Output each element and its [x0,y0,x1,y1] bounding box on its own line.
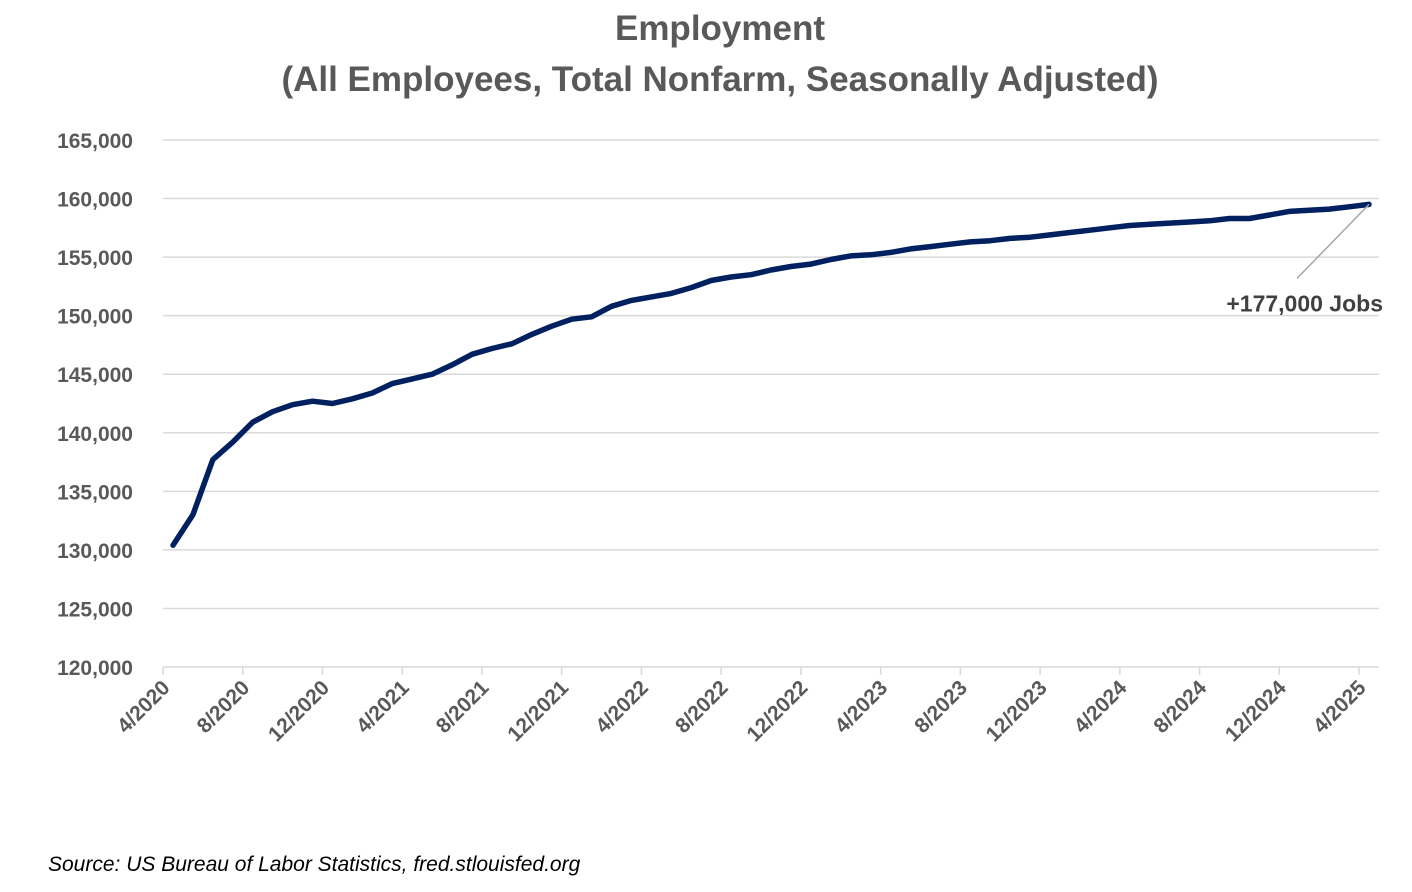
x-tick-label: 8/2022 [671,676,733,738]
x-tick-label: 12/2024 [1221,676,1291,746]
y-tick-label: 155,000 [57,247,133,270]
x-tick-label: 8/2021 [432,676,494,738]
chart-subtitle: (All Employees, Total Nonfarm, Seasonall… [281,60,1159,99]
y-tick-label: 125,000 [57,598,133,621]
y-tick-label: 120,000 [57,657,133,680]
chart-title: Employment [614,9,826,48]
source-note: Source: US Bureau of Labor Statistics, f… [48,853,581,876]
x-tick-label: 4/2024 [1070,676,1132,738]
y-tick-label: 150,000 [57,306,133,329]
x-tick-label: 12/2020 [264,676,334,746]
gridlines [163,139,1379,610]
series-employment [170,201,1372,548]
x-tick-label: 4/2021 [352,676,414,738]
y-tick-label: 130,000 [57,540,133,563]
x-tick-label: 4/2025 [1309,676,1371,738]
y-axis: 120,000 125,000 130,000 135,000 140,000 145,0… [57,130,133,680]
y-tick-label: 145,000 [57,364,133,387]
x-tick-label: 12/2023 [982,676,1052,746]
x-axis: 4/2020 8/2020 12/2020 4/2021 8/2021 12/2021 4/… [113,666,1379,746]
x-tick-label: 4/2022 [591,676,653,738]
annotation: +177,000 Jobs [1226,203,1383,316]
annotation-leader-line [1296,203,1370,279]
x-tick-label: 12/2022 [742,676,812,746]
annotation-label: +177,000 Jobs [1226,290,1383,316]
x-tick-label: 8/2024 [1149,676,1211,738]
x-tick-label: 12/2021 [503,676,573,746]
y-tick-label: 135,000 [57,481,133,504]
x-tick-label: 8/2023 [910,676,972,738]
x-tick-label: 8/2020 [193,676,255,738]
y-tick-label: 165,000 [57,130,133,153]
y-tick-label: 160,000 [57,189,133,212]
x-tick-label: 4/2023 [830,676,892,738]
x-tick-label: 4/2020 [113,676,175,738]
y-tick-label: 140,000 [57,423,133,446]
